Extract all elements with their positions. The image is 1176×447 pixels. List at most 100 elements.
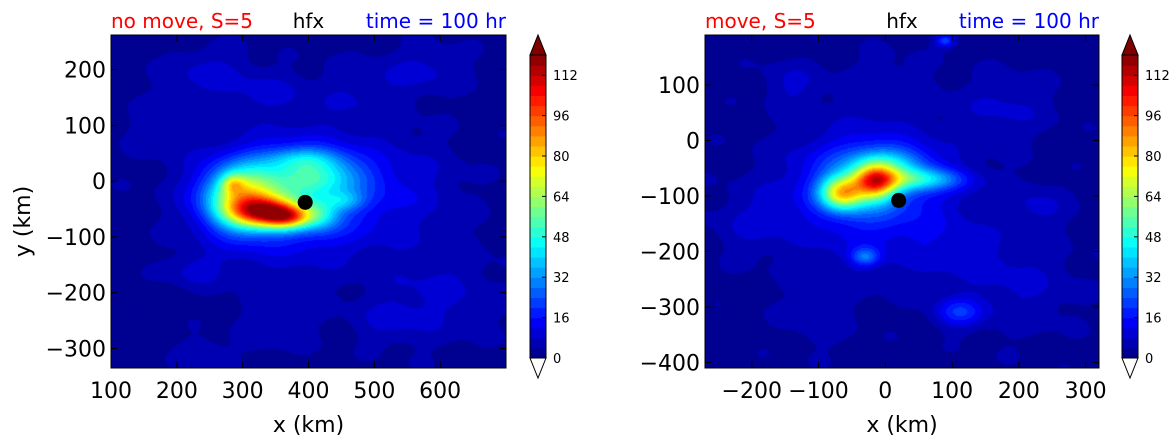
colorbar-level xyxy=(530,246,546,258)
colorbar-level xyxy=(1122,166,1138,177)
colorbar-level xyxy=(530,196,546,208)
colorbar-level xyxy=(1122,105,1138,117)
colorbar-tick-label: 16 xyxy=(1145,312,1162,327)
colorbar-level xyxy=(530,186,546,197)
title-right: time = 100 hr xyxy=(366,9,507,33)
storm-center-marker xyxy=(891,192,907,208)
y-tick-label: −300 xyxy=(46,337,106,362)
x-tick-label: 100 xyxy=(931,379,973,404)
colorbar-tick-label: 96 xyxy=(1145,110,1162,125)
x-tick-label: 600 xyxy=(419,379,461,404)
colorbar: 0 16 32 48 64 80 96 112 xyxy=(1121,33,1170,380)
x-tick-label: −200 xyxy=(722,379,782,404)
colorbar-level xyxy=(530,115,546,127)
title-right: time = 100 hr xyxy=(959,9,1100,33)
colorbar-level xyxy=(1122,347,1138,359)
storm-center-marker xyxy=(297,194,313,210)
colorbar-level xyxy=(1122,327,1138,339)
y-tick-label: −200 xyxy=(46,282,106,307)
colorbar-level xyxy=(530,156,546,167)
y-tick-label: 100 xyxy=(64,114,106,139)
y-tick-label: 0 xyxy=(92,170,106,195)
colorbar-level xyxy=(1122,236,1138,248)
colorbar-level xyxy=(530,105,546,117)
colorbar-level xyxy=(530,347,546,359)
colorbar-level xyxy=(1122,277,1138,288)
x-axis-label: x (km) xyxy=(273,413,344,438)
colorbar-level xyxy=(1122,176,1138,187)
colorbar-level xyxy=(530,125,546,137)
x-tick-label: 400 xyxy=(288,379,330,404)
colorbar-level xyxy=(1122,115,1138,127)
x-tick-label: 200 xyxy=(998,379,1040,404)
colorbar-level xyxy=(530,75,546,86)
colorbar-level xyxy=(1122,95,1138,107)
colorbar-max-extend xyxy=(1121,33,1139,56)
colorbar-level xyxy=(1122,307,1138,319)
colorbar-level xyxy=(530,95,546,107)
colorbar-tick-label: 16 xyxy=(553,312,570,327)
y-tick-label: 0 xyxy=(686,129,700,154)
colorbar-level xyxy=(1122,156,1138,167)
colorbar-level xyxy=(530,267,546,278)
x-tick-label: 0 xyxy=(878,379,892,404)
colorbar-level xyxy=(530,337,546,349)
colorbar-frame xyxy=(529,54,547,359)
colorbar-tick-label: 96 xyxy=(553,110,570,125)
colorbar-level xyxy=(530,327,546,339)
colorbar-level xyxy=(530,257,546,268)
colorbar-level xyxy=(1122,226,1138,238)
y-tick-label: −100 xyxy=(640,185,700,210)
title-left: move, S=5 xyxy=(705,9,816,33)
colorbar-level xyxy=(530,226,546,238)
colorbar-level xyxy=(1122,337,1138,349)
title-left: no move, S=5 xyxy=(111,9,253,33)
colorbar-tick-label: 0 xyxy=(1145,352,1153,367)
x-tick-label: 100 xyxy=(90,379,132,404)
colorbar-level xyxy=(530,55,546,66)
colorbar-level xyxy=(1122,186,1138,197)
colorbar-level xyxy=(1122,145,1138,157)
colorbar-tick-label: 80 xyxy=(553,150,570,165)
colorbar-level xyxy=(1122,206,1138,218)
colorbar-level xyxy=(1122,85,1138,96)
colorbar-level xyxy=(1122,55,1138,66)
colorbar-level xyxy=(1122,246,1138,258)
title-center: hfx xyxy=(886,9,918,33)
colorbar-tick-label: 32 xyxy=(1145,271,1162,286)
x-tick-label: −100 xyxy=(788,379,848,404)
colorbar-level xyxy=(1122,216,1138,228)
colorbar-tick-label: 80 xyxy=(1145,150,1162,165)
colorbar-min-extend xyxy=(529,357,547,380)
colorbar-level xyxy=(530,277,546,288)
colorbar-tick-label: 64 xyxy=(553,190,570,205)
colorbar-level xyxy=(1122,267,1138,278)
colorbar-level xyxy=(530,216,546,228)
y-tick-label: −300 xyxy=(640,296,700,321)
panel-2: −200 −100 0 100 200 300−400−300−200−1000100x … xyxy=(640,9,1170,438)
x-axis-label: x (km) xyxy=(866,413,937,438)
colorbar-level xyxy=(530,145,546,157)
colorbar-tick-label: 48 xyxy=(553,231,570,246)
x-tick-label: 200 xyxy=(156,379,198,404)
plot-frame xyxy=(704,34,1100,369)
colorbar-level xyxy=(530,317,546,329)
title-center: hfx xyxy=(293,9,325,33)
colorbar-tick-label: 112 xyxy=(553,69,578,84)
colorbar-level xyxy=(530,287,546,298)
y-axis-label: y (km) xyxy=(11,186,36,257)
colorbar-frame xyxy=(1121,54,1139,359)
colorbar-max-extend xyxy=(529,33,547,56)
colorbar-level xyxy=(530,236,546,248)
colorbar-level xyxy=(530,85,546,96)
panel-1: 100 200 300 400 500 600 −300 −200 −100 0 100 200 x (… xyxy=(11,9,578,438)
colorbar-level xyxy=(530,297,546,309)
colorbar-level xyxy=(1122,65,1138,76)
y-tick-label: 100 xyxy=(658,74,700,99)
colorbar-tick-label: 64 xyxy=(1145,190,1162,205)
x-tick-label: 500 xyxy=(353,379,395,404)
colorbar-level xyxy=(530,307,546,319)
colorbar-level xyxy=(1122,125,1138,137)
x-tick-label: 300 xyxy=(222,379,264,404)
